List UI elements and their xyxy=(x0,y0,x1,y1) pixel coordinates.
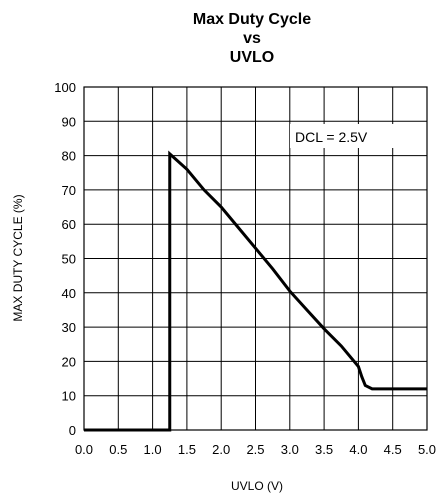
y-tick-label: 0 xyxy=(69,423,76,438)
x-tick-label: 2.0 xyxy=(212,442,230,457)
x-tick-label: 3.0 xyxy=(281,442,299,457)
x-tick-label: 3.5 xyxy=(315,442,333,457)
y-tick-label: 30 xyxy=(62,320,76,335)
x-tick-label: 0.5 xyxy=(109,442,127,457)
x-tick-label: 4.5 xyxy=(384,442,402,457)
x-axis-label: UVLO (V) xyxy=(231,479,283,493)
chart-title-line-1: Max Duty Cycle xyxy=(193,11,311,28)
y-tick-labels: 0 10 20 30 40 50 60 70 80 90 100 xyxy=(54,80,76,438)
y-tick-label: 40 xyxy=(62,286,76,301)
chart-title-line-3: UVLO xyxy=(230,49,274,66)
dcl-annotation: DCL = 2.5V xyxy=(290,124,396,148)
x-tick-label: 4.0 xyxy=(349,442,367,457)
x-tick-label: 0.0 xyxy=(75,442,93,457)
x-tick-label: 2.5 xyxy=(246,442,264,457)
y-tick-label: 70 xyxy=(62,183,76,198)
y-tick-label: 50 xyxy=(62,252,76,267)
chart-title: Max Duty Cycle vs UVLO xyxy=(193,11,311,66)
x-tick-labels: 0.0 0.5 1.0 1.5 2.0 2.5 3.0 3.5 4.0 4.5 5.0 xyxy=(75,442,436,457)
annotation-text: DCL = 2.5V xyxy=(295,129,368,145)
y-tick-label: 90 xyxy=(62,114,76,129)
y-tick-label: 20 xyxy=(62,354,76,369)
y-axis-label: MAX DUTY CYCLE (%) xyxy=(11,194,25,321)
y-tick-label: 80 xyxy=(62,149,76,164)
y-tick-label: 60 xyxy=(62,217,76,232)
chart-title-line-2: vs xyxy=(243,30,261,47)
x-tick-label: 1.5 xyxy=(178,442,196,457)
y-tick-label: 10 xyxy=(62,389,76,404)
x-tick-label: 1.0 xyxy=(144,442,162,457)
x-tick-label: 5.0 xyxy=(418,442,436,457)
y-tick-label: 100 xyxy=(54,80,76,95)
